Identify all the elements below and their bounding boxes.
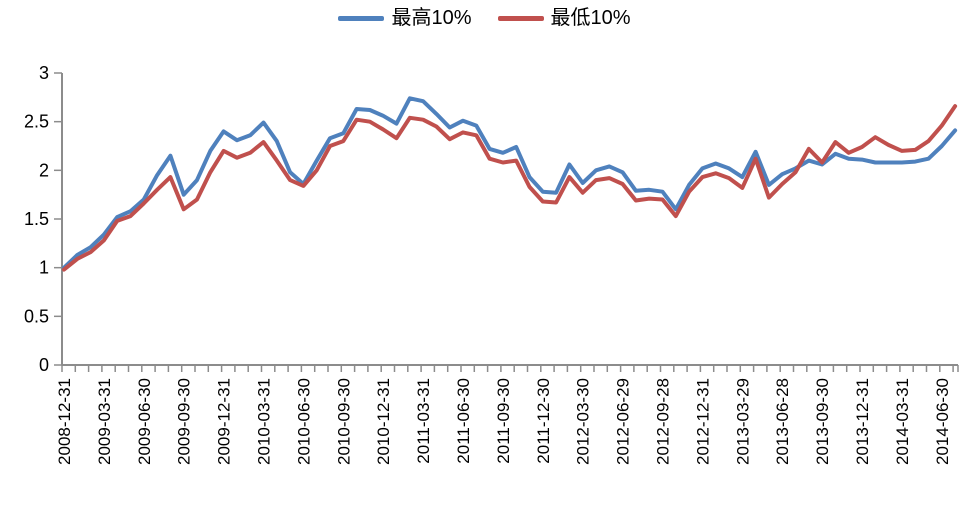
y-tick-label: 1.5 [24, 209, 49, 229]
legend-label-highest-10pct: 最高10% [391, 7, 472, 29]
x-tick-label: 2009-12-31 [215, 378, 234, 465]
x-tick-label: 2010-03-31 [255, 378, 274, 465]
x-tick-label: 2013-03-29 [733, 378, 752, 465]
x-tick-label: 2011-09-30 [494, 378, 513, 464]
x-tick-label: 2013-06-28 [773, 378, 792, 465]
x-tick-label: 2011-03-31 [414, 378, 433, 464]
x-tick-label: 2011-06-30 [454, 378, 473, 464]
x-tick-label: 2014-06-30 [933, 378, 952, 465]
legend-swatch-highest-10pct [338, 15, 385, 21]
x-tick-label: 2010-09-30 [334, 378, 353, 465]
x-tick-label: 2009-09-30 [175, 378, 194, 465]
legend-label-lowest-10pct: 最低10% [550, 7, 631, 29]
legend-item-highest-10pct: 最高10% [338, 7, 472, 29]
x-tick-label: 2012-06-29 [614, 378, 633, 465]
series-line-lowest-10pct [62, 104, 958, 272]
y-tick-label: 2 [39, 160, 49, 180]
x-tick-label: 2012-09-28 [654, 378, 673, 465]
x-tick-label: 2012-03-30 [574, 378, 593, 465]
y-tick-label: 0.5 [24, 306, 49, 326]
x-tick-label: 2011-12-30 [534, 378, 553, 464]
y-tick-label: 1 [39, 258, 49, 278]
x-tick-label: 2012-12-31 [693, 378, 712, 465]
x-tick-label: 2010-12-31 [374, 378, 393, 465]
x-tick-label: 2009-03-31 [95, 378, 114, 465]
y-tick-label: 2.5 [24, 112, 49, 132]
x-tick-label: 2014-03-31 [893, 378, 912, 465]
x-tick-label: 2008-12-31 [55, 378, 74, 465]
y-tick-label: 3 [39, 63, 49, 83]
series-line-highest-10pct [62, 96, 958, 270]
legend-item-lowest-10pct: 最低10% [497, 7, 631, 29]
x-tick-label: 2013-09-30 [813, 378, 832, 465]
legend-swatch-lowest-10pct [497, 15, 544, 21]
x-tick-label: 2010-06-30 [294, 378, 313, 465]
y-tick-label: 0 [39, 355, 49, 375]
x-tick-label: 2013-12-31 [853, 378, 872, 465]
legend: 最高10% 最低10% [0, 8, 969, 28]
x-tick-label: 2009-06-30 [135, 378, 154, 465]
